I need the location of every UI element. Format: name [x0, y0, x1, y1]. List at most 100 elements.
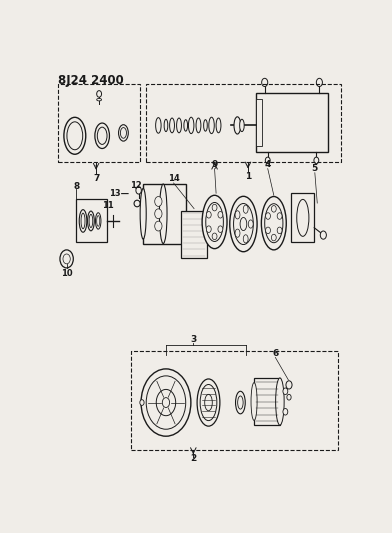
Circle shape	[277, 227, 282, 233]
Ellipse shape	[261, 197, 286, 250]
Ellipse shape	[203, 120, 207, 131]
Text: 5: 5	[312, 164, 318, 173]
Circle shape	[320, 231, 327, 239]
Circle shape	[141, 369, 191, 436]
Text: 4: 4	[265, 160, 271, 169]
Ellipse shape	[235, 211, 240, 219]
Ellipse shape	[170, 118, 174, 133]
Text: 1: 1	[245, 172, 251, 181]
Ellipse shape	[234, 204, 253, 245]
Circle shape	[271, 235, 276, 241]
Ellipse shape	[95, 123, 109, 149]
Circle shape	[136, 187, 142, 194]
Text: 2: 2	[190, 454, 196, 463]
Ellipse shape	[184, 120, 187, 131]
Ellipse shape	[64, 117, 86, 154]
Text: 8J24 2400: 8J24 2400	[58, 74, 124, 87]
Ellipse shape	[196, 118, 201, 133]
Ellipse shape	[297, 199, 309, 236]
Text: 13—: 13—	[109, 189, 129, 198]
Ellipse shape	[197, 379, 220, 426]
Ellipse shape	[230, 196, 257, 252]
Ellipse shape	[265, 204, 283, 243]
Bar	[291, 193, 314, 243]
Ellipse shape	[81, 213, 85, 229]
Ellipse shape	[243, 205, 248, 213]
Bar	[143, 184, 186, 244]
Ellipse shape	[97, 216, 100, 227]
Bar	[254, 378, 280, 425]
Circle shape	[314, 157, 319, 164]
Ellipse shape	[240, 119, 244, 132]
Circle shape	[212, 233, 217, 240]
Circle shape	[265, 157, 270, 164]
Circle shape	[316, 78, 322, 86]
Circle shape	[155, 197, 162, 206]
Ellipse shape	[87, 211, 94, 231]
Circle shape	[283, 408, 288, 415]
Text: 10: 10	[61, 269, 73, 278]
Ellipse shape	[89, 214, 93, 228]
Text: 11: 11	[102, 201, 114, 210]
Ellipse shape	[134, 200, 140, 207]
Circle shape	[218, 212, 223, 218]
Circle shape	[262, 78, 268, 86]
Ellipse shape	[67, 122, 83, 150]
Circle shape	[162, 398, 170, 407]
Bar	[256, 99, 262, 146]
Ellipse shape	[238, 396, 243, 409]
Ellipse shape	[206, 203, 223, 241]
Bar	[181, 211, 207, 258]
Text: 8: 8	[73, 182, 80, 191]
Ellipse shape	[200, 384, 217, 421]
Circle shape	[146, 376, 186, 429]
Ellipse shape	[96, 213, 101, 229]
Circle shape	[277, 213, 282, 219]
Ellipse shape	[156, 118, 161, 133]
Ellipse shape	[189, 117, 194, 134]
Ellipse shape	[118, 125, 128, 141]
Circle shape	[283, 388, 288, 394]
Circle shape	[266, 227, 270, 233]
Circle shape	[206, 226, 211, 232]
Circle shape	[97, 91, 102, 97]
Ellipse shape	[97, 127, 107, 144]
Bar	[131, 351, 338, 450]
Circle shape	[286, 381, 292, 389]
Ellipse shape	[216, 118, 221, 133]
Ellipse shape	[202, 195, 227, 248]
Ellipse shape	[97, 99, 102, 101]
Ellipse shape	[164, 119, 168, 132]
Ellipse shape	[248, 220, 253, 228]
Text: 9: 9	[211, 160, 218, 169]
Circle shape	[206, 212, 211, 218]
Bar	[58, 84, 140, 163]
Ellipse shape	[251, 383, 257, 421]
Circle shape	[218, 226, 223, 232]
Circle shape	[156, 390, 176, 416]
Ellipse shape	[240, 217, 247, 231]
Bar	[76, 199, 107, 243]
Text: 12: 12	[130, 181, 142, 190]
Text: 7: 7	[93, 174, 99, 183]
Circle shape	[212, 204, 217, 211]
Ellipse shape	[234, 117, 241, 134]
Bar	[146, 84, 341, 163]
Ellipse shape	[205, 394, 212, 411]
Ellipse shape	[79, 209, 87, 232]
Circle shape	[63, 254, 70, 264]
Ellipse shape	[236, 391, 245, 414]
Text: 6: 6	[272, 349, 278, 358]
Ellipse shape	[120, 127, 127, 138]
Text: 3: 3	[190, 335, 196, 344]
Ellipse shape	[243, 235, 248, 243]
Circle shape	[140, 400, 144, 406]
Circle shape	[287, 394, 291, 400]
Ellipse shape	[276, 378, 284, 425]
Circle shape	[60, 250, 73, 268]
Text: 14: 14	[168, 174, 180, 183]
Ellipse shape	[235, 229, 240, 237]
Ellipse shape	[176, 118, 181, 133]
Bar	[256, 93, 328, 152]
Ellipse shape	[140, 189, 146, 239]
